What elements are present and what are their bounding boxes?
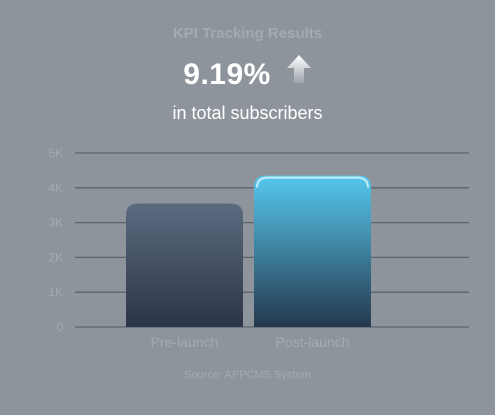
bar-pre-launch	[126, 203, 243, 327]
headline-metric: 9.19%	[0, 55, 495, 92]
chart-subtitle: in total subscribers	[172, 103, 323, 123]
y-tick-label: 1K	[48, 285, 63, 299]
bar-post-launch	[254, 175, 371, 327]
bar-top-highlight	[256, 176, 369, 188]
chart-source: Source: APPCMS System	[184, 369, 311, 381]
y-tick-label: 5K	[48, 146, 63, 160]
headline-value: 9.19%	[183, 58, 271, 91]
y-tick-label: 3K	[48, 216, 63, 230]
chart-title: KPI Tracking Results	[172, 25, 323, 42]
x-category-label: Post-launch	[276, 334, 350, 350]
y-tick-label: 0	[56, 320, 63, 334]
y-tick-label: 2K	[48, 250, 63, 264]
y-tick-label: 4K	[48, 181, 63, 195]
up-arrow-icon	[286, 54, 312, 92]
x-category-label: Pre-launch	[151, 334, 219, 350]
